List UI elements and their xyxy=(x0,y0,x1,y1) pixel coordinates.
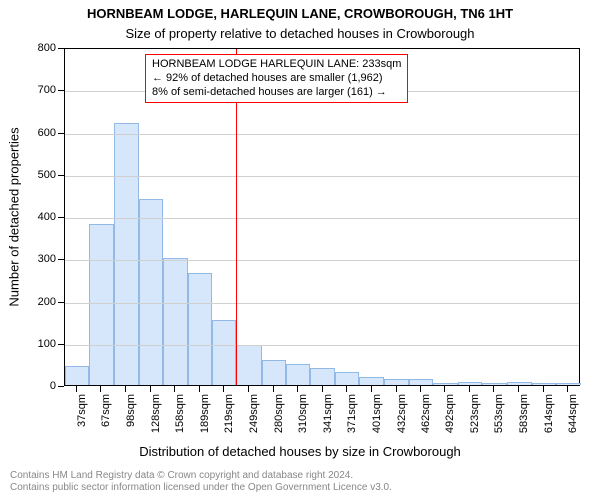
footer-line: Contains HM Land Registry data © Crown c… xyxy=(10,470,392,482)
y-axis-label: Number of detached properties xyxy=(7,127,22,306)
x-tick-label: 280sqm xyxy=(273,394,285,444)
x-tick-label: 583sqm xyxy=(518,394,530,444)
x-tick xyxy=(150,386,151,392)
x-tick-label: 462sqm xyxy=(420,394,432,444)
histogram-bar xyxy=(262,360,286,385)
histogram-bar xyxy=(236,345,261,385)
histogram-bar xyxy=(507,382,532,385)
y-tick-label: 800 xyxy=(28,42,56,54)
chart-title: HORNBEAM LODGE, HARLEQUIN LANE, CROWBORO… xyxy=(0,6,600,21)
histogram-bar xyxy=(384,379,408,385)
grid-line xyxy=(65,260,579,261)
y-tick-label: 700 xyxy=(28,84,56,96)
histogram-bar xyxy=(433,383,458,385)
y-tick-label: 100 xyxy=(28,338,56,350)
x-tick-label: 310sqm xyxy=(297,394,309,444)
histogram-bar xyxy=(532,383,556,385)
y-tick-label: 200 xyxy=(28,296,56,308)
x-tick-label: 189sqm xyxy=(199,394,211,444)
annotation-line: 8% of semi-detached houses are larger (1… xyxy=(152,86,401,100)
y-tick-label: 300 xyxy=(28,253,56,265)
x-tick xyxy=(273,386,274,392)
x-tick xyxy=(248,386,249,392)
y-tick xyxy=(58,344,64,345)
x-tick xyxy=(199,386,200,392)
annotation-box: HORNBEAM LODGE HARLEQUIN LANE: 233sqm← 9… xyxy=(145,54,408,103)
y-tick xyxy=(58,386,64,387)
y-tick-label: 0 xyxy=(28,380,56,392)
histogram-bar xyxy=(286,364,310,385)
x-tick xyxy=(322,386,323,392)
histogram-bar xyxy=(212,320,236,385)
grid-line xyxy=(65,176,579,177)
x-tick xyxy=(346,386,347,392)
y-tick-label: 600 xyxy=(28,127,56,139)
x-tick-label: 614sqm xyxy=(543,394,555,444)
x-axis-label: Distribution of detached houses by size … xyxy=(0,444,600,459)
annotation-line: HORNBEAM LODGE HARLEQUIN LANE: 233sqm xyxy=(152,58,401,72)
chart-subtitle: Size of property relative to detached ho… xyxy=(0,26,600,41)
x-tick xyxy=(567,386,568,392)
histogram-bar xyxy=(188,273,212,385)
histogram-bar xyxy=(409,379,433,385)
histogram-bar xyxy=(89,224,113,385)
grid-line xyxy=(65,303,579,304)
histogram-bar xyxy=(359,377,384,385)
attribution-footer: Contains HM Land Registry data © Crown c… xyxy=(10,470,392,494)
x-tick-label: 37sqm xyxy=(76,394,88,444)
histogram-bar xyxy=(482,383,506,385)
y-tick xyxy=(58,217,64,218)
y-tick xyxy=(58,259,64,260)
x-tick-label: 644sqm xyxy=(567,394,579,444)
x-tick xyxy=(223,386,224,392)
x-tick-label: 523sqm xyxy=(469,394,481,444)
x-tick-label: 98sqm xyxy=(125,394,137,444)
y-tick xyxy=(58,133,64,134)
x-tick-label: 158sqm xyxy=(174,394,186,444)
x-tick xyxy=(100,386,101,392)
histogram-bar xyxy=(310,368,335,385)
x-tick xyxy=(518,386,519,392)
y-tick-label: 500 xyxy=(28,169,56,181)
x-tick xyxy=(297,386,298,392)
x-tick xyxy=(396,386,397,392)
x-tick-label: 249sqm xyxy=(248,394,260,444)
histogram-bar xyxy=(556,383,581,385)
x-tick-label: 371sqm xyxy=(346,394,358,444)
chart-container: HORNBEAM LODGE, HARLEQUIN LANE, CROWBORO… xyxy=(0,0,600,500)
y-tick xyxy=(58,175,64,176)
x-tick xyxy=(493,386,494,392)
x-tick-label: 128sqm xyxy=(150,394,162,444)
histogram-bar xyxy=(458,382,482,385)
x-tick xyxy=(174,386,175,392)
grid-line xyxy=(65,345,579,346)
histogram-bar xyxy=(163,258,188,385)
x-tick-label: 219sqm xyxy=(223,394,235,444)
y-tick xyxy=(58,302,64,303)
histogram-bar xyxy=(65,366,89,385)
x-tick xyxy=(444,386,445,392)
x-tick xyxy=(76,386,77,392)
histogram-bar xyxy=(139,199,163,385)
x-tick xyxy=(125,386,126,392)
x-tick-label: 67sqm xyxy=(100,394,112,444)
x-tick-label: 341sqm xyxy=(322,394,334,444)
grid-line xyxy=(65,134,579,135)
y-tick xyxy=(58,48,64,49)
x-tick xyxy=(469,386,470,392)
y-tick xyxy=(58,90,64,91)
x-tick-label: 492sqm xyxy=(444,394,456,444)
y-tick-label: 400 xyxy=(28,211,56,223)
footer-line: Contains public sector information licen… xyxy=(10,482,392,494)
x-tick xyxy=(371,386,372,392)
grid-line xyxy=(65,218,579,219)
annotation-line: ← 92% of detached houses are smaller (1,… xyxy=(152,72,401,86)
x-tick-label: 432sqm xyxy=(396,394,408,444)
x-tick-label: 401sqm xyxy=(371,394,383,444)
x-tick xyxy=(420,386,421,392)
x-tick xyxy=(543,386,544,392)
x-tick-label: 553sqm xyxy=(493,394,505,444)
histogram-bar xyxy=(335,372,359,385)
